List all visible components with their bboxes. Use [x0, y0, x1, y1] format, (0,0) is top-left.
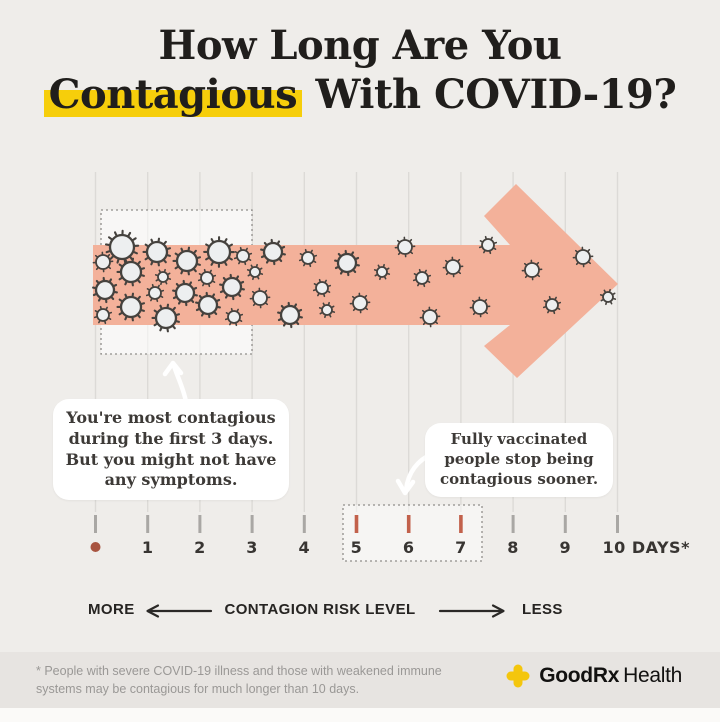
- day-label-4: 4: [298, 538, 310, 557]
- goodrx-cross-icon: [506, 664, 530, 688]
- risk-arrow-left-icon: [146, 604, 213, 618]
- title-line-1: How Long Are You: [158, 22, 562, 69]
- day-label-5: 5: [351, 538, 363, 557]
- footnote: * People with severe COVID-19 illness an…: [36, 664, 442, 697]
- day-label-3: 3: [246, 538, 258, 557]
- day-label-8: 8: [507, 538, 519, 557]
- day-label-9: 9: [559, 538, 571, 557]
- footer-band: * People with severe COVID-19 illness an…: [0, 652, 720, 708]
- page-title: How Long Are You Contagious With COVID-1…: [0, 22, 720, 120]
- risk-arrow-right-icon: [438, 604, 505, 618]
- callout-vaccinated-text: Fully vaccinated people stop being conta…: [439, 430, 599, 488]
- brand-logo: GoodRx Health: [505, 663, 682, 689]
- title-line-2-rest: With COVID-19?: [315, 70, 677, 118]
- risk-less-label: LESS: [522, 601, 563, 618]
- day-label-7: 7: [455, 538, 467, 557]
- brand-name-bold: GoodRx: [539, 664, 620, 687]
- callout-arrow-up-icon: [162, 360, 189, 405]
- risk-more-label: MORE: [88, 601, 135, 618]
- day-label-1: 1: [142, 538, 154, 557]
- title-line-2: Contagious With COVID-19?: [0, 70, 720, 120]
- bottom-strip: [0, 708, 720, 722]
- day-label-6: 6: [403, 538, 415, 557]
- contagion-timeline-graphic: 1 2 3 4 5 6 7 8 9 10 DAYS*: [90, 172, 691, 562]
- callout-vaccinated: Fully vaccinated people stop being conta…: [425, 423, 613, 497]
- brand-name-regular: Health: [623, 664, 682, 687]
- day-label-10: 10 DAYS*: [603, 538, 691, 557]
- highlighted-word: Contagious: [43, 70, 303, 118]
- callout-most-contagious: You're most contagious during the first …: [53, 399, 289, 500]
- risk-scale-label: CONTAGION RISK LEVEL: [224, 601, 416, 618]
- callout-most-contagious-text: You're most contagious during the first …: [65, 407, 277, 490]
- day-label-2: 2: [194, 538, 206, 557]
- brand-name: GoodRx Health: [539, 664, 682, 688]
